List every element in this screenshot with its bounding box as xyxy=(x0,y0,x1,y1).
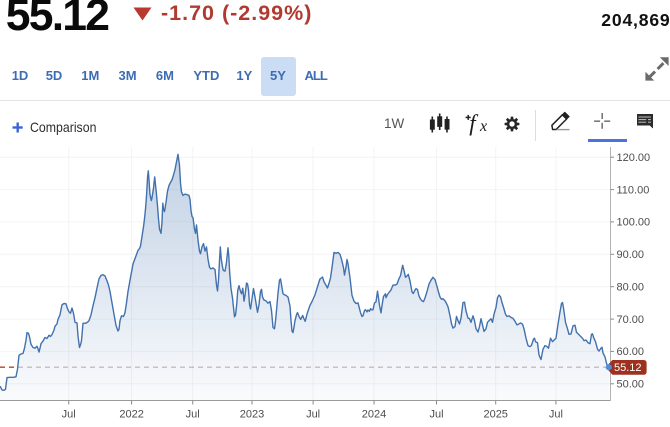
svg-text:2025: 2025 xyxy=(483,409,507,421)
svg-text:70.00: 70.00 xyxy=(617,314,645,326)
svg-text:120.00: 120.00 xyxy=(617,152,651,164)
svg-text:f: f xyxy=(469,111,479,136)
svg-text:Jul: Jul xyxy=(429,409,443,421)
svg-text:110.00: 110.00 xyxy=(617,184,650,196)
svg-text:80.00: 80.00 xyxy=(617,282,645,294)
svg-text:x: x xyxy=(479,118,487,135)
svg-text:Jul: Jul xyxy=(306,409,320,421)
svg-text:100.00: 100.00 xyxy=(617,217,651,229)
svg-text:50.00: 50.00 xyxy=(617,379,645,391)
svg-text:60.00: 60.00 xyxy=(617,346,645,358)
svg-text:2023: 2023 xyxy=(240,409,264,421)
svg-text:Jul: Jul xyxy=(186,409,200,421)
svg-text:2024: 2024 xyxy=(362,409,386,421)
svg-text:2022: 2022 xyxy=(119,409,143,421)
svg-text:55.12: 55.12 xyxy=(614,362,642,374)
svg-text:Jul: Jul xyxy=(62,409,76,421)
svg-text:90.00: 90.00 xyxy=(617,249,645,261)
svg-text:Jul: Jul xyxy=(549,409,563,421)
